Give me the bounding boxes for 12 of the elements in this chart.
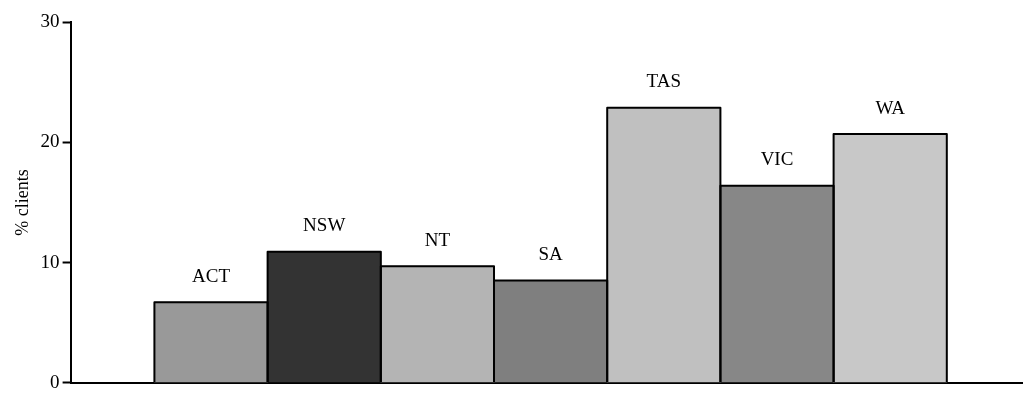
x-tick-label: NT	[424, 228, 451, 250]
y-tick-label: 30	[40, 10, 60, 32]
x-tick-label: TAS	[646, 70, 681, 92]
x-tick-label: WA	[875, 96, 906, 118]
x-tick-label: ACT	[192, 264, 231, 286]
y-tick-label: 10	[40, 250, 60, 272]
x-tick-label: VIC	[760, 148, 794, 170]
x-tick-label: SA	[538, 243, 564, 265]
x-tick-label: NSW	[303, 214, 346, 236]
y-axis-title: % clients	[11, 169, 32, 236]
y-tick-label: 0	[50, 370, 60, 392]
y-tick-label: 20	[40, 130, 60, 152]
